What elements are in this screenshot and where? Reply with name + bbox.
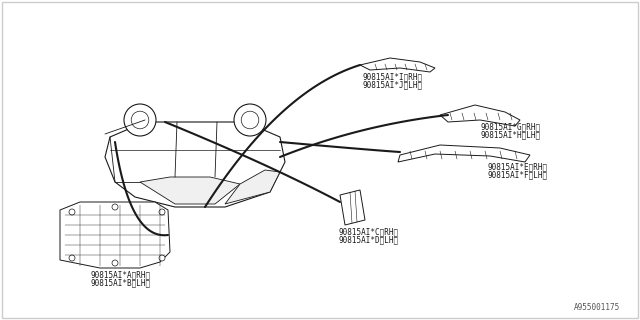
Text: 90815AI*D〈LH〉: 90815AI*D〈LH〉: [338, 235, 398, 244]
Circle shape: [131, 111, 149, 129]
Polygon shape: [360, 58, 435, 72]
Polygon shape: [60, 202, 170, 268]
Polygon shape: [105, 122, 285, 207]
Text: 90815AI*F〈LH〉: 90815AI*F〈LH〉: [487, 170, 547, 179]
Text: 90815AI*B〈LH〉: 90815AI*B〈LH〉: [90, 278, 150, 287]
Text: 90815AI*G〈RH〉: 90815AI*G〈RH〉: [480, 122, 540, 131]
Polygon shape: [225, 170, 280, 204]
Text: 90815AI*H〈LH〉: 90815AI*H〈LH〉: [480, 130, 540, 139]
Circle shape: [241, 111, 259, 129]
Circle shape: [234, 104, 266, 136]
Circle shape: [112, 204, 118, 210]
Circle shape: [112, 260, 118, 266]
Circle shape: [124, 104, 156, 136]
Polygon shape: [440, 105, 520, 126]
Circle shape: [69, 209, 75, 215]
Text: 90815AI*J〈LH〉: 90815AI*J〈LH〉: [362, 80, 422, 89]
Polygon shape: [340, 190, 365, 225]
Polygon shape: [140, 177, 240, 204]
Circle shape: [159, 255, 165, 261]
Polygon shape: [398, 145, 530, 162]
Circle shape: [69, 255, 75, 261]
Circle shape: [159, 209, 165, 215]
Text: A955001175: A955001175: [573, 303, 620, 312]
Text: 90815AI*I〈RH〉: 90815AI*I〈RH〉: [362, 72, 422, 81]
Text: 90815AI*E〈RH〉: 90815AI*E〈RH〉: [487, 162, 547, 171]
Text: 90815AI*A〈RH〉: 90815AI*A〈RH〉: [90, 270, 150, 279]
Text: 90815AI*C〈RH〉: 90815AI*C〈RH〉: [338, 227, 398, 236]
